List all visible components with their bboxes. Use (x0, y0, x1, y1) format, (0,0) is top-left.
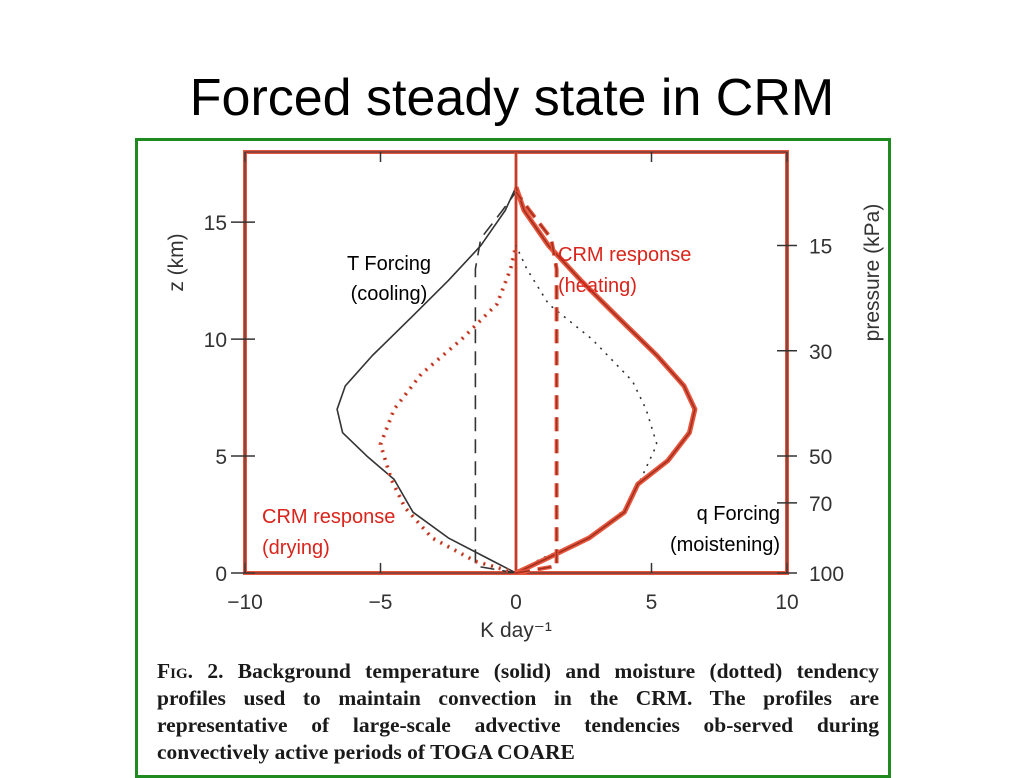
annotation-label: CRM response (558, 244, 691, 266)
annotation-label: (drying) (262, 537, 330, 559)
annotation-label: (heating) (558, 275, 637, 297)
x-tick-label: 10 (775, 591, 798, 614)
x-axis-label: K day⁻¹ (480, 619, 552, 642)
caption-text: Background temperature (solid) and moist… (157, 659, 880, 764)
annotation-label: (moistening) (670, 534, 780, 556)
figure-frame: −10 −5 0 5 10 0 5 10 15 100 70 50 30 15 K day⁻¹ z (km) p… (135, 138, 891, 778)
figure-caption: Fig. 2. Background temperature (solid) a… (157, 658, 879, 766)
y2-tick-label: 15 (809, 236, 832, 259)
annotation-label: q Forcing (697, 503, 780, 525)
caption-label: Fig. 2. (157, 659, 224, 683)
y-tick-label: 0 (215, 563, 227, 586)
x-tick-label: 5 (646, 591, 658, 614)
annotation-label: CRM response (262, 506, 395, 528)
series-line-0 (336, 186, 517, 574)
y2-axis-label: pressure (kPa) (861, 204, 884, 342)
series-line-1 (474, 191, 517, 574)
x-tick-label: −5 (369, 591, 393, 614)
annotation-label: T Forcing (347, 253, 431, 275)
series-line-4 (515, 186, 696, 574)
y-tick-label: 15 (204, 212, 227, 235)
y-tick-label: 5 (215, 446, 227, 469)
y2-tick-label: 100 (809, 563, 844, 586)
y2-tick-label: 70 (809, 493, 832, 516)
annotation-label: (cooling) (351, 283, 428, 305)
y2-tick-label: 50 (809, 446, 832, 469)
y-axis-label: z (km) (165, 233, 188, 291)
y2-tick-label: 30 (809, 341, 832, 364)
x-tick-label: −10 (227, 591, 263, 614)
y-tick-label: 10 (204, 329, 227, 352)
x-tick-label: 0 (510, 591, 522, 614)
series-line-5 (515, 191, 558, 574)
slide-title: Forced steady state in CRM (189, 69, 835, 127)
